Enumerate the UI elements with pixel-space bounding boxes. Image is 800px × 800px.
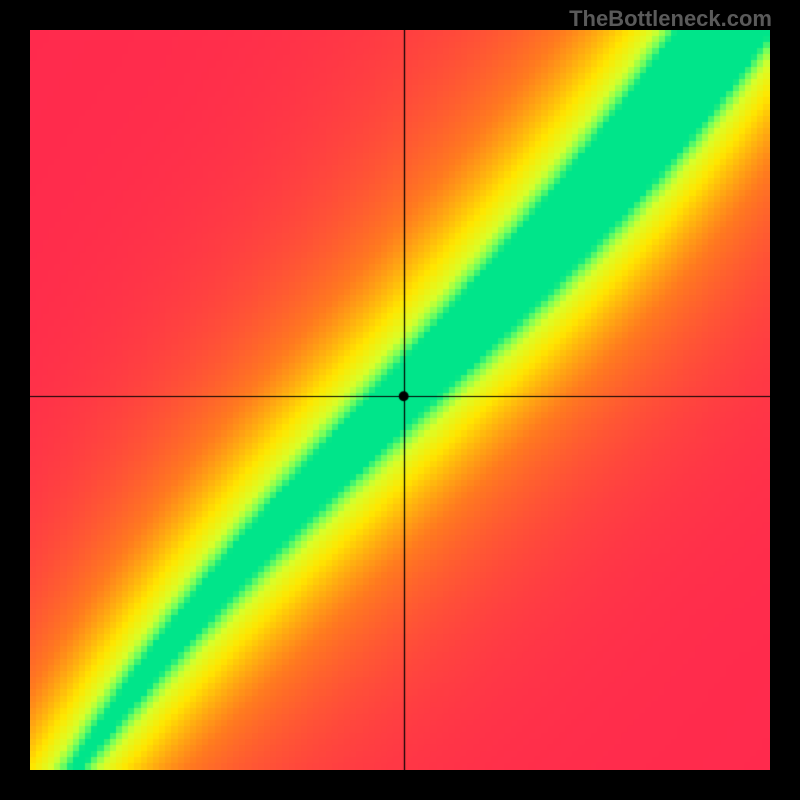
- bottleneck-heatmap: [30, 30, 770, 770]
- watermark-text: TheBottleneck.com: [569, 6, 772, 32]
- chart-container: TheBottleneck.com: [0, 0, 800, 800]
